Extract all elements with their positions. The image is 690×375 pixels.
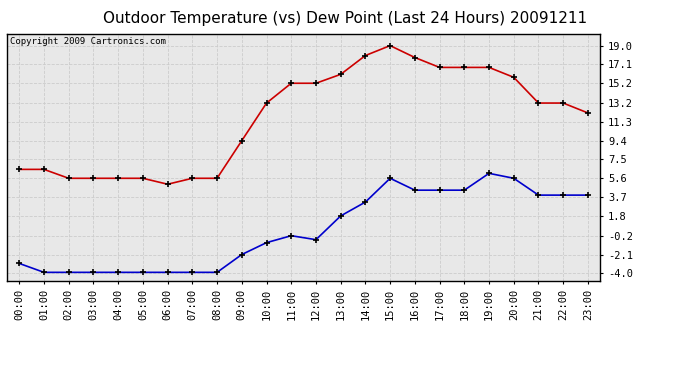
Text: Outdoor Temperature (vs) Dew Point (Last 24 Hours) 20091211: Outdoor Temperature (vs) Dew Point (Last… [103, 11, 587, 26]
Text: Copyright 2009 Cartronics.com: Copyright 2009 Cartronics.com [10, 38, 166, 46]
